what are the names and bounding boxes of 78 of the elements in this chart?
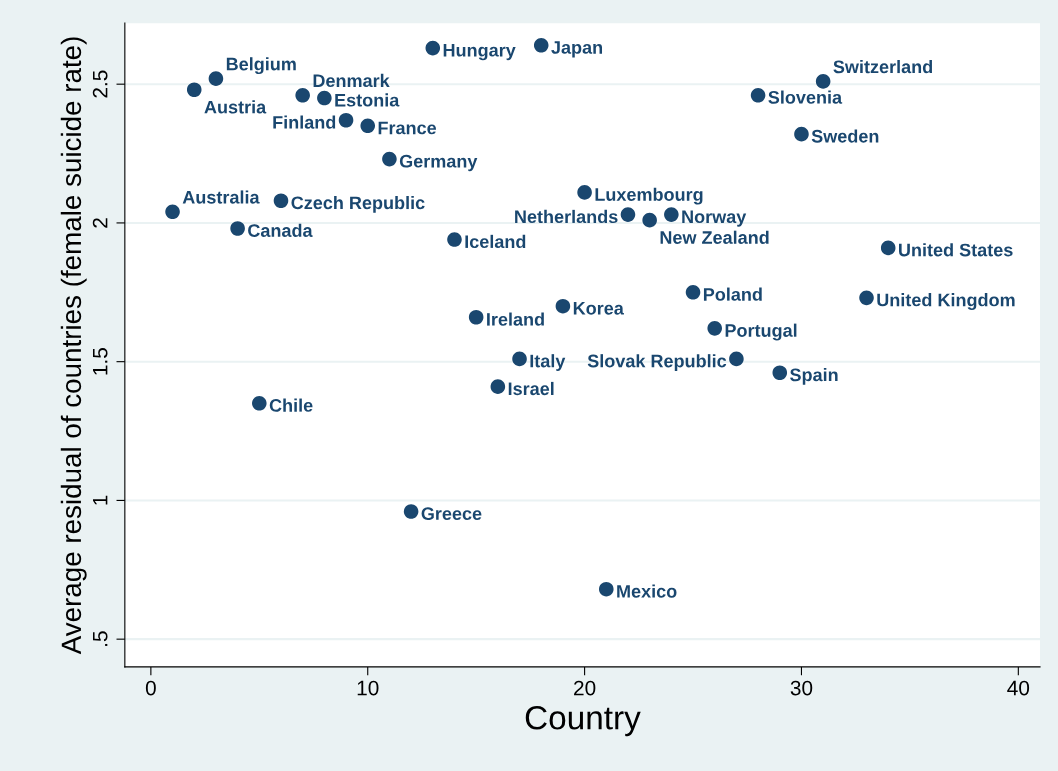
point bbox=[642, 212, 657, 228]
annotation: Portugal bbox=[725, 323, 797, 341]
point bbox=[230, 221, 245, 236]
x-axis-title: Country bbox=[525, 705, 641, 737]
annotation: France bbox=[378, 121, 437, 135]
point bbox=[338, 112, 354, 128]
y-tick-label: 1.5 bbox=[92, 348, 108, 375]
point bbox=[273, 193, 289, 209]
x-tick-label: 30 bbox=[790, 680, 813, 696]
y-tick-label: .5 bbox=[92, 631, 108, 646]
annotation: Norway bbox=[682, 210, 747, 227]
annotation: Mexico bbox=[617, 584, 677, 598]
annotation: Korea bbox=[573, 302, 624, 315]
annotation: Chile bbox=[269, 398, 313, 412]
point bbox=[252, 396, 267, 411]
annotation: Austria bbox=[204, 100, 267, 114]
point bbox=[425, 40, 441, 56]
annotation: New Zealand bbox=[660, 230, 769, 244]
annotation: Greece bbox=[421, 507, 482, 521]
point bbox=[403, 504, 419, 519]
point bbox=[815, 74, 831, 89]
annotation: Netherlands bbox=[515, 209, 618, 224]
x-tick-label: 10 bbox=[357, 680, 379, 696]
point bbox=[577, 185, 592, 200]
annotation: Slovenia bbox=[768, 90, 843, 104]
point bbox=[512, 351, 527, 367]
x-tick-label: 0 bbox=[145, 680, 156, 696]
annotation: Italy bbox=[530, 354, 566, 371]
point bbox=[664, 207, 679, 222]
annotation: Poland bbox=[703, 287, 762, 301]
point bbox=[707, 321, 722, 336]
annotation: Czech Republic bbox=[291, 195, 425, 213]
point bbox=[880, 240, 896, 256]
point bbox=[685, 285, 701, 300]
annotation: United States bbox=[899, 243, 1013, 257]
x-tick-label: 40 bbox=[1007, 680, 1030, 696]
y-axis-title: Average residual of countries (female suicide rate) bbox=[60, 37, 87, 655]
annotation: Japan bbox=[551, 41, 603, 58]
annotation: Switzerland bbox=[833, 59, 933, 74]
point bbox=[490, 379, 506, 394]
point bbox=[750, 87, 766, 103]
point bbox=[794, 126, 809, 142]
annotation: Sweden bbox=[811, 129, 879, 143]
annotation: Canada bbox=[248, 223, 313, 237]
point bbox=[317, 90, 332, 106]
point bbox=[295, 87, 310, 103]
annotation: Finland bbox=[273, 115, 336, 129]
x-tick-label: 20 bbox=[574, 680, 596, 696]
point bbox=[360, 118, 376, 134]
annotation: Ireland bbox=[487, 312, 544, 326]
point bbox=[555, 298, 571, 314]
annotation: Israel bbox=[508, 381, 554, 396]
annotation: United Kingdom bbox=[877, 293, 1015, 311]
annotation: Denmark bbox=[313, 73, 390, 88]
annotation: Belgium bbox=[226, 57, 296, 75]
point bbox=[859, 290, 874, 306]
y-tick-label: 2.5 bbox=[92, 70, 108, 98]
annotation: Slovak Republic bbox=[587, 354, 727, 371]
annotation: Luxembourg bbox=[595, 187, 703, 205]
point bbox=[186, 82, 202, 98]
point bbox=[468, 309, 484, 325]
point bbox=[447, 232, 462, 247]
point bbox=[729, 351, 744, 367]
annotation: Hungary bbox=[443, 44, 516, 61]
annotation: Spain bbox=[790, 368, 838, 385]
annotation: Iceland bbox=[465, 234, 526, 249]
annotation: Estonia bbox=[335, 93, 400, 107]
point bbox=[382, 151, 397, 167]
point bbox=[208, 71, 224, 86]
y-tick-label: 1 bbox=[92, 495, 108, 505]
annotation: Germany bbox=[399, 154, 478, 172]
point bbox=[165, 204, 180, 220]
annotation: Australia bbox=[182, 190, 260, 204]
point bbox=[599, 581, 614, 597]
point bbox=[620, 207, 636, 222]
point bbox=[772, 365, 788, 381]
point bbox=[533, 38, 549, 53]
y-tick-label: 2 bbox=[92, 218, 108, 228]
